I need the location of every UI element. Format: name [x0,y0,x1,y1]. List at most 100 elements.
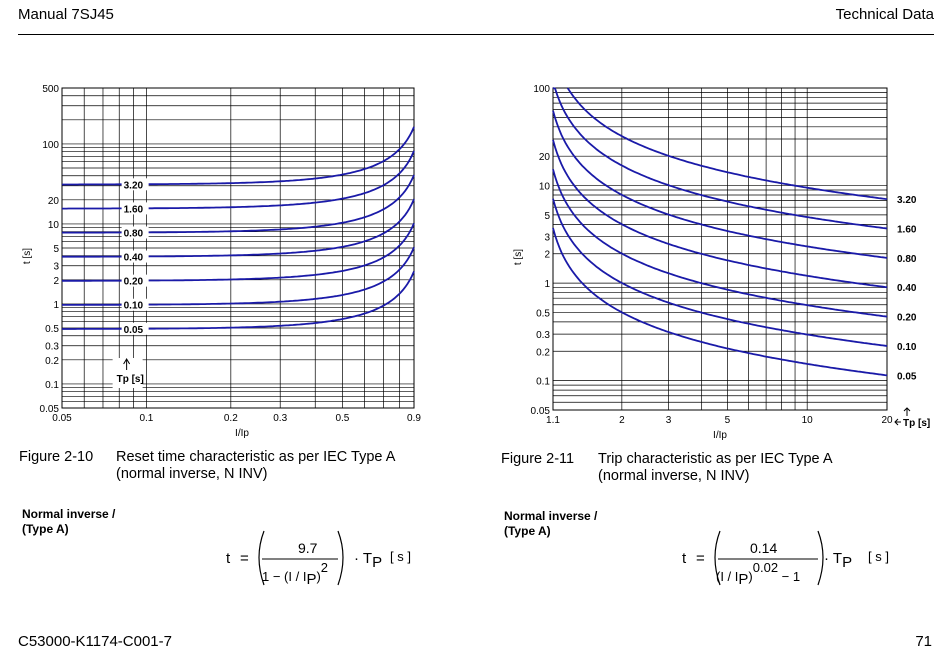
formula-paren-left [714,530,721,586]
x-tick-label: 10 [802,415,814,426]
formula-tp: · TP [824,550,852,571]
formula-paren-left [258,530,265,586]
curve-series-0-40 [62,198,415,258]
figure-caption-2-10: Figure 2-10 Reset time characteristic as… [19,449,459,485]
curve-series-0-10 [62,246,415,306]
y-tick-label: 20 [48,196,60,207]
figure-number: Figure 2-10 [19,449,94,465]
y-tick-label: 0.2 [536,347,550,358]
header-section-title: Technical Data [835,6,934,23]
curve-series-0-80 [552,110,888,259]
y-axis-label: t [s] [513,249,524,265]
formula-tp: · TP [354,550,382,571]
x-tick-label: 0.2 [224,413,238,424]
y-tick-label: 10 [48,220,60,231]
series-label: 3.20 [897,195,917,206]
x-tick-label: 2 [619,415,625,426]
curve-series-3-20 [62,126,415,186]
reset-time-formula: t = 9.7 1 − (I / IP)2 · TP [ s ] [226,530,411,588]
x-axis-label: I/Ip [235,428,249,439]
curve-series-1-60 [62,150,415,210]
series-label: 0.10 [897,342,917,353]
formula-lhs: t [226,550,231,567]
param-label: Tp [s] [903,418,930,429]
formula-equals: = [696,550,705,567]
footer-document-number: C53000-K1174-C001-7 [18,633,172,650]
series-label: 0.10 [124,301,144,312]
y-tick-label: 0.3 [536,330,550,341]
y-tick-label: 0.1 [536,377,550,388]
param-arrow-left-icon [894,418,901,426]
characteristic-label-line1: Normal inverse / [22,507,116,521]
y-tick-label: 0.5 [45,324,59,335]
curve-series-3-20 [566,87,888,200]
y-axis-label: t [s] [22,248,33,264]
formula-unit: [ s ] [390,549,411,564]
characteristic-label-line1: Normal inverse / [504,509,598,523]
param-marker-bg [112,358,143,388]
series-label-bg [121,322,149,335]
formula-denominator: (I / IP)0.02 − 1 [716,560,800,588]
characteristic-label: Normal inverse / (Type A) [22,507,115,537]
y-tick-label: 100 [42,140,59,151]
characteristic-label-line2: (Type A) [22,522,69,536]
y-tick-label: 0.3 [45,342,59,353]
formula-numerator: 9.7 [298,540,318,556]
figure-title-line1: Trip characteristic as per IEC Type A [598,451,833,467]
x-tick-label: 20 [881,415,893,426]
formula-numerator: 0.14 [750,540,777,556]
curve-series-1-60 [552,87,888,230]
y-tick-label: 5 [53,244,59,255]
y-tick-label: 5 [544,211,550,222]
y-tick-label: 10 [539,182,551,193]
y-tick-label: 2 [544,250,550,261]
y-tick-label: 20 [539,152,551,163]
header-divider [18,34,934,35]
trip-characteristic-chart: 0.050.100.200.400.801.603.201.1 2 3 5 10 2010… [513,84,930,441]
characteristic-label: Normal inverse / (Type A) [504,509,597,539]
y-tick-label: 0.05 [531,406,551,417]
formula-paren-right [337,530,344,586]
x-tick-label: 5 [725,415,731,426]
formula-equals: = [240,550,249,567]
series-label: 0.20 [897,313,917,324]
y-tick-label: 1 [544,279,550,290]
series-label: 1.60 [124,204,144,215]
series-label-bg [121,178,149,191]
figure-caption-2-11: Figure 2-11 Trip characteristic as per I… [501,451,941,487]
y-tick-label: 1 [53,300,59,311]
series-label-bg [121,298,149,311]
series-label: 0.05 [124,325,144,336]
x-tick-label: 0.5 [335,413,349,424]
series-label-bg [121,274,149,287]
figure-number: Figure 2-11 [501,451,575,467]
figure-title-line2: (normal inverse, N INV) [116,466,268,482]
figure-title-line2: (normal inverse, N INV) [598,468,750,484]
formula-lhs: t [682,550,687,567]
x-tick-label: 0.05 [52,413,72,424]
curve-series-0-80 [62,174,415,234]
formula-denominator: 1 − (I / IP)2 [262,560,328,588]
y-tick-label: 0.5 [536,308,550,319]
x-tick-label: 0.1 [139,413,153,424]
series-label: 0.80 [124,228,144,239]
reset-time-chart: 0.05 0.10 0.20 0.40 0.80 1.60 3.20 0.05 0.1 0.2 0.… [22,84,421,439]
series-label-bg [121,226,149,239]
x-tick-label: 0.3 [273,413,287,424]
series-label: 3.20 [124,180,144,191]
characteristic-label-line2: (Type A) [504,524,551,538]
y-tick-label: 0.1 [45,380,59,391]
y-tick-label: 0.05 [40,404,60,415]
x-tick-label: 3 [666,415,672,426]
curve-series-0-05 [552,227,888,377]
y-tick-label: 3 [544,233,550,244]
series-label: 1.60 [897,225,917,236]
plot-frame [552,87,888,411]
footer-page-number: 71 [915,633,932,650]
param-arrow-up-icon [903,407,911,416]
series-label: 0.80 [897,254,917,265]
y-tick-label: 3 [53,262,59,273]
y-tick-label: 100 [533,84,550,95]
curve-series-0-10 [552,198,888,347]
y-tick-label: 500 [42,84,59,95]
